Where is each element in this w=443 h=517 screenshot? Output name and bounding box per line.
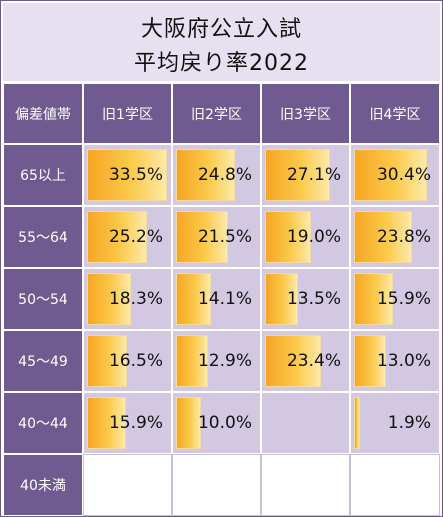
data-label: 23.4% — [286, 351, 341, 371]
data-label: 14.1% — [197, 289, 252, 309]
data-bar — [354, 397, 360, 449]
data-cell — [261, 392, 350, 454]
data-cell — [350, 454, 440, 516]
data-bar — [265, 211, 311, 263]
data-bar — [176, 273, 211, 325]
column-header: 旧1学区 — [83, 83, 172, 144]
data-label: 30.4% — [376, 165, 431, 185]
data-bar — [176, 149, 235, 201]
data-bar — [265, 149, 330, 201]
data-cell: 33.5% — [83, 144, 172, 206]
data-bar — [87, 397, 126, 449]
column-header: 旧2学区 — [172, 83, 261, 144]
data-label: 21.5% — [197, 227, 252, 247]
data-cell: 12.9% — [172, 330, 261, 392]
data-cell: 23.8% — [350, 206, 440, 268]
chart-title-line-2: 平均戻り率2022 — [134, 51, 309, 76]
data-cell: 19.0% — [261, 206, 350, 268]
data-cell: 23.4% — [261, 330, 350, 392]
data-cell: 15.9% — [83, 392, 172, 454]
data-bar — [176, 397, 201, 449]
data-bar — [354, 335, 386, 387]
data-bar — [354, 149, 427, 201]
data-label: 24.8% — [197, 165, 252, 185]
data-cell: 10.0% — [172, 392, 261, 454]
data-cell: 25.2% — [83, 206, 172, 268]
row-header: 65以上 — [3, 144, 83, 206]
data-cell: 15.9% — [350, 268, 440, 330]
data-cell: 30.4% — [350, 144, 440, 206]
data-label: 19.0% — [286, 227, 341, 247]
data-bar — [87, 273, 131, 325]
data-cell: 13.0% — [350, 330, 440, 392]
data-label: 15.9% — [376, 289, 431, 309]
data-bar — [265, 335, 321, 387]
data-label: 33.5% — [108, 165, 163, 185]
data-label: 10.0% — [197, 413, 252, 433]
data-bar — [265, 273, 298, 325]
data-cell: 1.9% — [350, 392, 440, 454]
data-label: 12.9% — [197, 351, 252, 371]
row-header: 40未満 — [3, 454, 83, 516]
row-header: 40～44 — [3, 392, 83, 454]
data-label: 25.2% — [108, 227, 163, 247]
data-label: 15.9% — [108, 413, 163, 433]
data-cell — [172, 454, 261, 516]
data-cell: 14.1% — [172, 268, 261, 330]
data-cell: 21.5% — [172, 206, 261, 268]
data-bar — [87, 335, 127, 387]
row-header: 45～49 — [3, 330, 83, 392]
data-label: 23.8% — [376, 227, 431, 247]
data-cell: 16.5% — [83, 330, 172, 392]
corner-header: 偏差値帯 — [3, 83, 83, 144]
title-box: 大阪府公立入試 平均戻り率2022 — [3, 3, 440, 82]
data-label: 18.3% — [108, 289, 163, 309]
chart-title-line-1: 大阪府公立入試 — [140, 17, 302, 42]
data-cell: 27.1% — [261, 144, 350, 206]
data-cell: 24.8% — [172, 144, 261, 206]
data-bar — [176, 211, 228, 263]
data-bar — [87, 211, 147, 263]
data-bar — [176, 335, 208, 387]
data-cell — [261, 454, 350, 516]
data-label: 16.5% — [108, 351, 163, 371]
row-header: 55～64 — [3, 206, 83, 268]
data-label: 13.0% — [376, 351, 431, 371]
column-header: 旧4学区 — [350, 83, 440, 144]
data-cell: 13.5% — [261, 268, 350, 330]
data-cell: 18.3% — [83, 268, 172, 330]
data-bar-table: 偏差値帯 旧1学区 旧2学区 旧3学区 旧4学区 65以上 33.5% 24.8% 27.1% 3… — [3, 83, 440, 516]
column-header: 旧3学区 — [261, 83, 350, 144]
data-bar — [354, 211, 412, 263]
data-label: 27.1% — [286, 165, 341, 185]
row-header: 50～54 — [3, 268, 83, 330]
data-bar — [354, 273, 393, 325]
data-label: 13.5% — [286, 289, 341, 309]
data-label: 1.9% — [387, 413, 431, 433]
data-bar — [87, 149, 167, 201]
data-cell — [83, 454, 172, 516]
